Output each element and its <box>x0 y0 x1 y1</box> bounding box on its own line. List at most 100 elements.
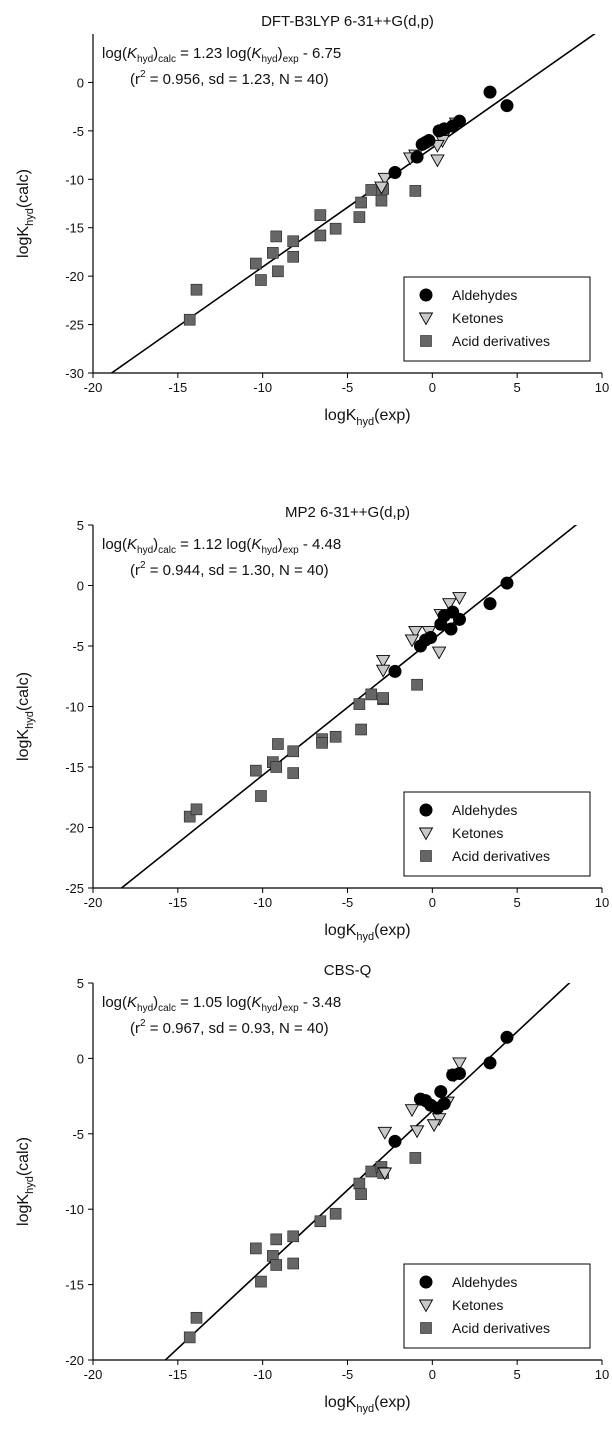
data-point-square <box>271 1259 282 1270</box>
data-point-square <box>271 1234 282 1245</box>
data-point-triangle-down <box>428 1120 441 1132</box>
x-tick-label: -10 <box>253 1367 272 1382</box>
data-point-square <box>184 1332 195 1343</box>
legend-label: Ketones <box>452 1297 503 1313</box>
y-tick-label: 5 <box>77 976 84 991</box>
data-point-square <box>412 679 423 690</box>
data-point-triangle-down <box>431 155 444 167</box>
x-axis-title: logKhyd(exp) <box>324 1394 410 1415</box>
y-axis-title: logKhyd(calc) <box>15 1137 36 1226</box>
equation-line-1: log(Khyd)calc = 1.12 log(Khyd)exp - 4.48 <box>102 536 341 556</box>
data-point-square <box>250 258 261 269</box>
data-point-square <box>354 212 365 223</box>
data-point-circle <box>446 1069 458 1081</box>
data-point-square <box>356 197 367 208</box>
data-point-circle <box>389 1135 401 1147</box>
data-point-square <box>354 1178 365 1189</box>
y-tick-label: -10 <box>65 1202 84 1217</box>
data-point-square <box>330 731 341 742</box>
equation-line-1: log(Khyd)calc = 1.05 log(Khyd)exp - 3.48 <box>102 994 341 1014</box>
data-point-square <box>356 724 367 735</box>
data-point-circle <box>414 1093 426 1105</box>
legend-marker-square <box>421 1323 432 1334</box>
chart-title: CBS-Q <box>324 962 372 979</box>
data-point-circle <box>389 665 401 677</box>
legend-label: Ketones <box>452 310 503 326</box>
data-point-square <box>288 251 299 262</box>
legend-marker-circle <box>420 289 432 301</box>
y-axis-title: logKhyd(calc) <box>15 169 36 258</box>
scatter-chart-mp2: MP2 6-31++G(d,p)-20-15-10-50510-25-20-15… <box>0 492 612 962</box>
chart-title: MP2 6-31++G(d,p) <box>285 504 410 521</box>
data-point-triangle-down <box>405 1105 418 1117</box>
equation-line-1: log(Khyd)calc = 1.23 log(Khyd)exp - 6.75 <box>102 45 341 65</box>
x-tick-label: 0 <box>429 1367 436 1382</box>
data-point-square <box>255 791 266 802</box>
data-point-triangle-down <box>378 1127 391 1139</box>
legend-marker-circle <box>420 1276 432 1288</box>
data-point-square <box>288 1258 299 1269</box>
x-tick-label: 10 <box>595 1367 609 1382</box>
data-point-square <box>191 1312 202 1323</box>
x-axis-title: logKhyd(exp) <box>324 922 410 943</box>
data-point-circle <box>501 1031 513 1043</box>
y-tick-label: -25 <box>65 881 84 896</box>
legend-label: Acid derivatives <box>452 333 550 349</box>
data-point-square <box>376 195 387 206</box>
data-point-square <box>271 231 282 242</box>
x-tick-label: 5 <box>514 1367 521 1382</box>
data-point-triangle-down <box>411 1126 424 1138</box>
x-tick-label: 0 <box>429 895 436 910</box>
data-point-square <box>317 737 328 748</box>
data-point-square <box>378 693 389 704</box>
data-point-square <box>410 185 421 196</box>
x-tick-label: 0 <box>429 380 436 395</box>
data-point-square <box>191 804 202 815</box>
legend-label: Acid derivatives <box>452 1320 550 1336</box>
equation-line-2: (r2 = 0.956, sd = 1.23, N = 40) <box>130 69 329 88</box>
legend-marker-square <box>421 851 432 862</box>
data-point-square <box>272 739 283 750</box>
y-tick-label: -10 <box>65 172 84 187</box>
legend-marker-circle <box>420 804 432 816</box>
data-point-circle <box>501 99 513 111</box>
data-point-square <box>267 247 278 258</box>
legend-label: Aldehydes <box>452 802 517 818</box>
data-point-square <box>271 762 282 773</box>
data-point-square <box>410 1152 421 1163</box>
x-tick-label: -10 <box>253 895 272 910</box>
y-tick-label: 0 <box>77 579 84 594</box>
y-tick-label: 0 <box>77 75 84 90</box>
data-point-square <box>255 1276 266 1287</box>
legend-label: Acid derivatives <box>452 848 550 864</box>
data-point-square <box>250 1243 261 1254</box>
data-point-triangle-down <box>433 647 446 659</box>
data-point-square <box>366 689 377 700</box>
legend-marker-square <box>421 336 432 347</box>
data-point-circle <box>484 1057 496 1069</box>
y-tick-label: -10 <box>65 700 84 715</box>
chart-title: DFT-B3LYP 6-31++G(d,p) <box>261 13 434 30</box>
data-point-circle <box>416 138 428 150</box>
legend-label: Aldehydes <box>452 287 517 303</box>
data-point-square <box>272 266 283 277</box>
data-point-square <box>315 230 326 241</box>
data-point-square <box>288 746 299 757</box>
x-tick-label: 10 <box>595 895 609 910</box>
y-tick-label: 5 <box>77 518 84 533</box>
y-tick-label: -30 <box>65 366 84 381</box>
data-point-circle <box>411 151 423 163</box>
y-tick-label: -5 <box>72 1127 84 1142</box>
data-point-square <box>330 1208 341 1219</box>
x-tick-label: 5 <box>514 380 521 395</box>
y-tick-label: -15 <box>65 760 84 775</box>
data-point-square <box>330 223 341 234</box>
x-tick-label: -5 <box>342 1367 354 1382</box>
data-point-square <box>354 699 365 710</box>
legend-label: Ketones <box>452 825 503 841</box>
x-tick-label: -15 <box>168 380 187 395</box>
data-point-circle <box>435 1085 447 1097</box>
y-tick-label: -20 <box>65 821 84 836</box>
scatter-chart-cbs-q: CBS-Q-20-15-10-50510-20-15-10-505logKhyd… <box>0 962 612 1444</box>
data-point-circle <box>433 125 445 137</box>
